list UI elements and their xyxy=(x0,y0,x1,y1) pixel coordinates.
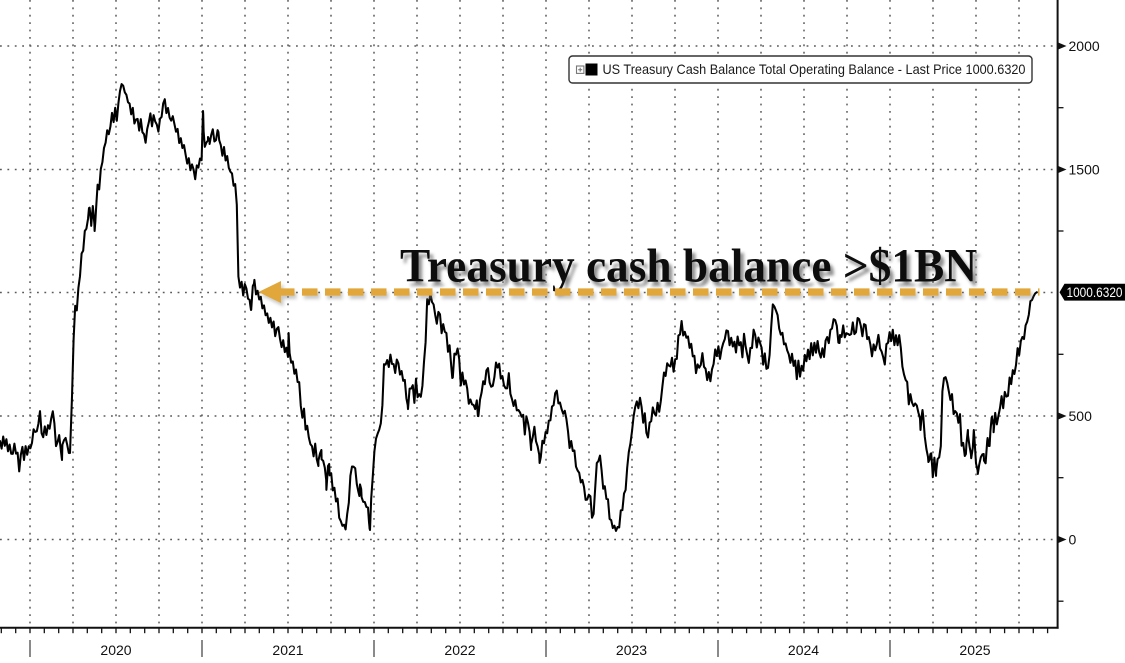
svg-text:1500: 1500 xyxy=(1069,161,1100,177)
svg-text:2023: 2023 xyxy=(616,642,647,658)
svg-text:1000.6320: 1000.6320 xyxy=(1067,285,1123,300)
svg-text:2020: 2020 xyxy=(100,642,131,658)
svg-text:0: 0 xyxy=(1069,531,1077,547)
svg-text:2022: 2022 xyxy=(444,642,475,658)
svg-text:2000: 2000 xyxy=(1069,38,1100,54)
svg-text:2025: 2025 xyxy=(959,642,990,658)
svg-text:2021: 2021 xyxy=(272,642,303,658)
svg-text:US Treasury Cash Balance Total: US Treasury Cash Balance Total Operating… xyxy=(603,62,1026,77)
svg-text:500: 500 xyxy=(1069,408,1093,424)
svg-text:Treasury cash balance >$1BN: Treasury cash balance >$1BN xyxy=(400,241,977,293)
svg-text:2024: 2024 xyxy=(788,642,819,658)
